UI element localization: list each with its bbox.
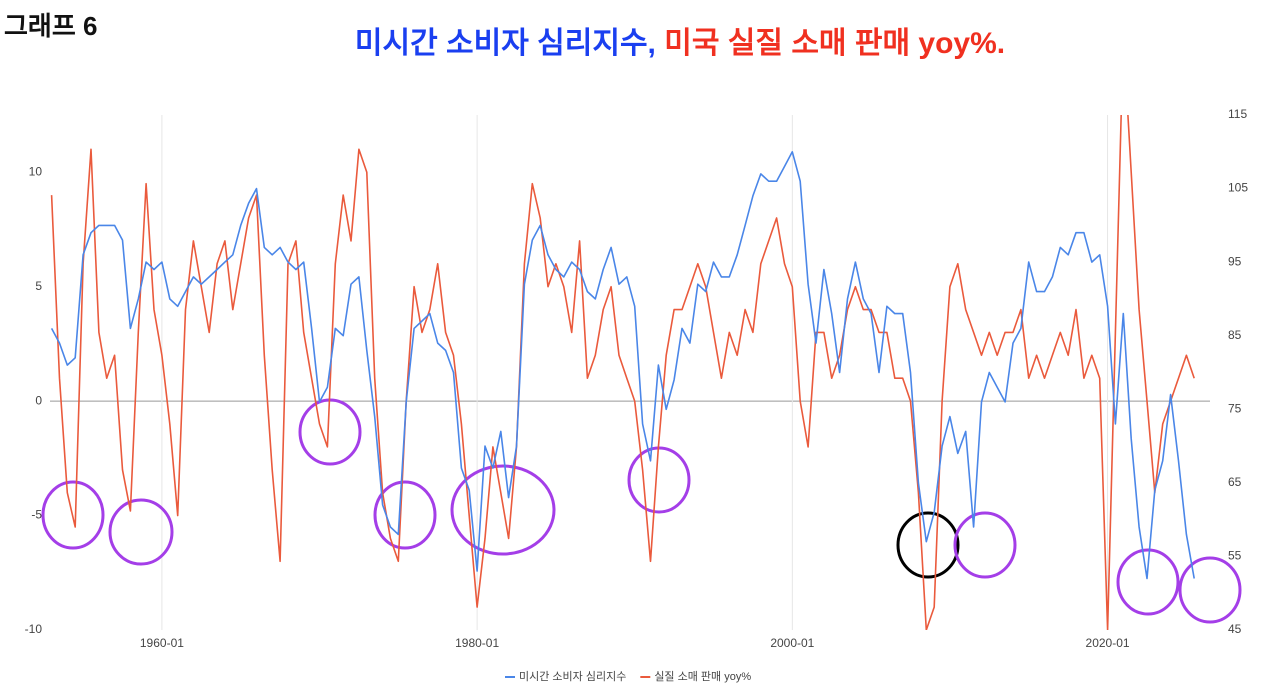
legend-label: 미시간 소비자 심리지수 xyxy=(519,670,626,683)
highlight-circle xyxy=(896,511,960,579)
legend-label: 실질 소매 판매 yoy% xyxy=(654,670,751,683)
series-lines xyxy=(50,115,1195,630)
title-part: 미시간 소비자 심리지수, xyxy=(355,27,656,60)
chart-title: 미시간 소비자 심리지수, 미국 실질 소매 판매 yoy%. xyxy=(355,27,1005,60)
y2-tick-label: 105 xyxy=(1228,181,1248,195)
x-tick-label: 1980-01 xyxy=(455,636,499,650)
y2-tick-label: 65 xyxy=(1228,475,1242,489)
highlight-circle xyxy=(1178,556,1242,624)
highlight-circle xyxy=(298,398,362,466)
series-line xyxy=(50,115,1195,630)
highlight-circle xyxy=(373,480,437,550)
y-tick-label: 0 xyxy=(35,393,42,407)
y2-tick-label: 55 xyxy=(1228,549,1242,563)
y2-tick-label: 75 xyxy=(1228,401,1242,415)
highlight-circle xyxy=(108,498,174,566)
series-line xyxy=(50,151,1195,580)
y2-tick-label: 85 xyxy=(1228,328,1242,342)
title-part: 미국 실질 소매 판매 yoy%. xyxy=(664,27,1005,60)
y2-tick-label: 45 xyxy=(1228,622,1242,636)
x-tick-label: 1960-01 xyxy=(140,636,184,650)
highlight-circle xyxy=(1116,548,1180,616)
y-tick-label: -5 xyxy=(31,508,42,522)
highlight-circle xyxy=(953,511,1017,579)
x-tick-label: 2000-01 xyxy=(770,636,814,650)
highlight-circle xyxy=(627,446,691,514)
y-tick-label: 5 xyxy=(35,279,42,293)
y2-tick-label: 95 xyxy=(1228,254,1242,268)
highlight-circle xyxy=(450,464,556,556)
y2-tick-label: 115 xyxy=(1228,107,1247,121)
annotations xyxy=(41,398,1242,624)
y-tick-label: 10 xyxy=(29,164,43,178)
plot-area xyxy=(50,115,1210,630)
chart-label: 그래프 6 xyxy=(4,11,97,41)
highlight-circle xyxy=(41,480,105,550)
x-tick-label: 2020-01 xyxy=(1086,636,1130,650)
y-tick-label: -10 xyxy=(25,622,43,636)
